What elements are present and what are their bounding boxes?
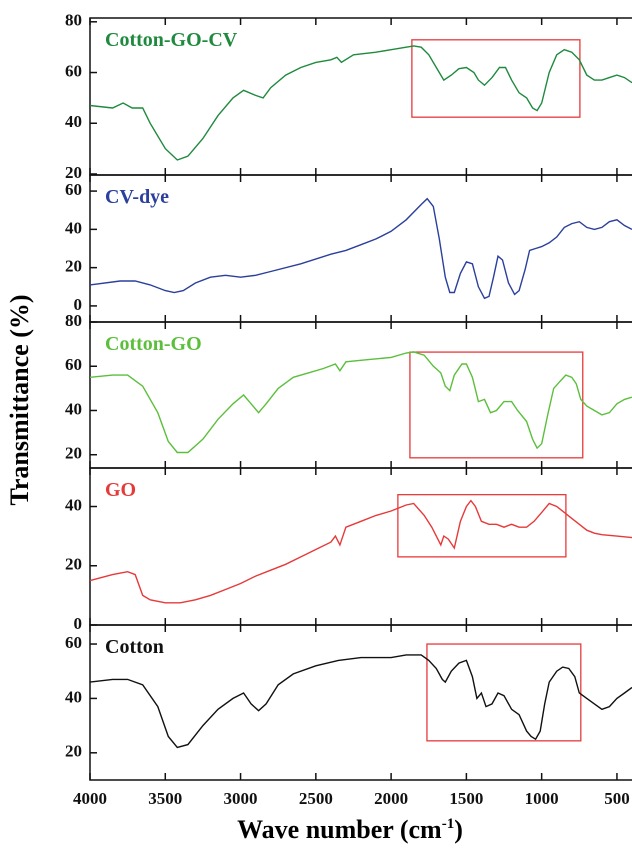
x-tick-label: 1000 [525,789,559,808]
y-axis-title: Transmittance (%) [5,294,34,505]
y-tick-label: 0 [74,295,83,314]
y-tick-label: 40 [65,399,82,418]
x-tick-label: 2500 [299,789,333,808]
y-tick-label: 20 [65,163,82,182]
spectrum-line [89,197,632,300]
panel-title: CV-dye [105,186,169,208]
y-tick-label: 60 [65,180,82,199]
panel-frame [89,174,632,323]
x-tick-label: 3000 [224,789,258,808]
spectrum-line [89,351,632,454]
y-tick-label: 40 [65,112,82,131]
x-axis-title-text: Wave number (cm [237,815,442,844]
highlight-box [409,351,584,459]
highlight-box [426,643,582,742]
x-tick-label: 4000 [73,789,107,808]
y-tick-label: 20 [65,742,82,761]
y-tick-label: 60 [65,355,82,374]
y-tick-label: 40 [65,218,82,237]
x-axis-title-sup: -1 [442,816,455,832]
panel-frame [89,624,632,781]
x-tick-label: 1500 [449,789,483,808]
x-tick-label: 3500 [148,789,182,808]
y-tick-label: 40 [65,495,82,514]
x-tick-label: 500 [604,789,630,808]
panel-title: Cotton-GO [105,333,202,355]
y-tick-label: 20 [65,444,82,463]
y-tick-label: 20 [65,257,82,276]
x-axis-title-end: ) [454,815,463,844]
y-tick-label: 20 [65,555,82,574]
x-axis-title: Wave number (cm-1) [237,815,463,844]
highlight-box [411,39,581,118]
highlight-box [397,494,567,558]
panel-title: GO [105,479,136,501]
y-tick-label: 0 [74,614,83,633]
y-tick-label: 80 [65,11,82,30]
y-tick-label: 40 [65,687,82,706]
y-tick-label: 60 [65,61,82,80]
panel-title: Cotton [105,636,164,658]
y-tick-label: 80 [65,311,82,330]
x-tick-label: 2000 [374,789,408,808]
spectrum-line [89,654,632,749]
panel-title: Cotton-GO-CV [105,29,238,51]
panel-frame [89,467,632,626]
spectrum-line [89,499,632,604]
spectrum-line [89,45,632,161]
y-tick-label: 60 [65,633,82,652]
